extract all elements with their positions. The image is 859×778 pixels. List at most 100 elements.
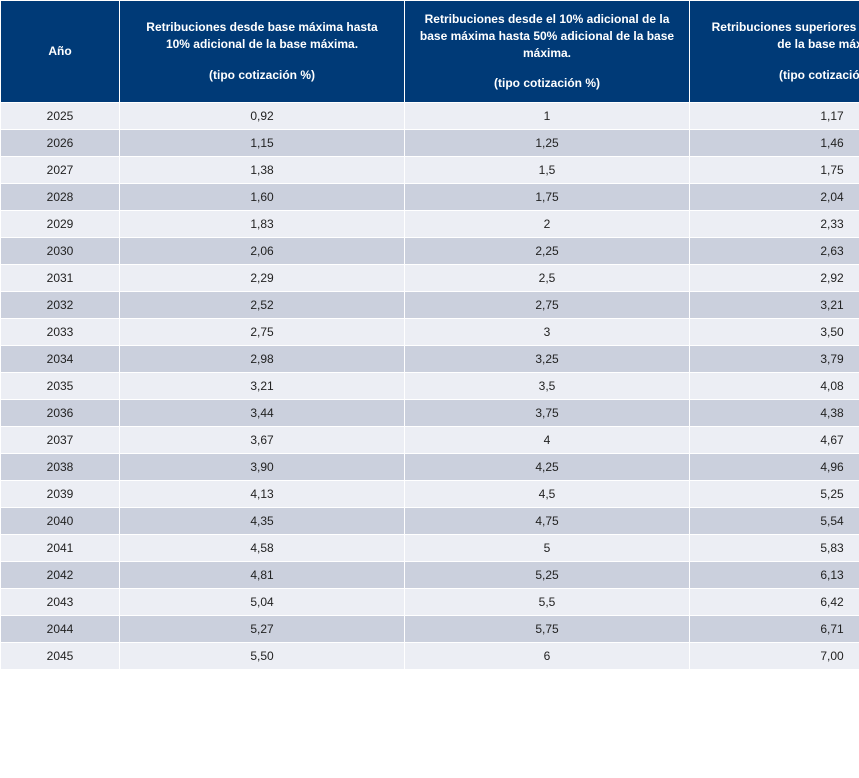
header-col1-title: Retribuciones desde base máxima hasta 10… bbox=[134, 19, 390, 53]
cell-c1: 2,52 bbox=[120, 292, 405, 319]
cell-year: 2040 bbox=[1, 508, 120, 535]
cell-c2: 1,75 bbox=[405, 184, 690, 211]
cell-c3: 4,67 bbox=[690, 427, 859, 454]
cell-c1: 3,44 bbox=[120, 400, 405, 427]
table-row: 20312,292,52,92 bbox=[1, 265, 859, 292]
table-row: 20271,381,51,75 bbox=[1, 157, 859, 184]
table-row: 20404,354,755,54 bbox=[1, 508, 859, 535]
cell-c3: 3,79 bbox=[690, 346, 859, 373]
cell-year: 2028 bbox=[1, 184, 120, 211]
cell-year: 2038 bbox=[1, 454, 120, 481]
cell-c2: 3,75 bbox=[405, 400, 690, 427]
cell-c2: 3,25 bbox=[405, 346, 690, 373]
header-col2-title: Retribuciones desde el 10% adicional de … bbox=[419, 11, 675, 61]
header-year-title: Año bbox=[15, 43, 105, 60]
cell-c2: 4,5 bbox=[405, 481, 690, 508]
cell-year: 2042 bbox=[1, 562, 120, 589]
cell-c1: 3,90 bbox=[120, 454, 405, 481]
cell-c3: 1,75 bbox=[690, 157, 859, 184]
table-row: 20383,904,254,96 bbox=[1, 454, 859, 481]
table-row: 20394,134,55,25 bbox=[1, 481, 859, 508]
table-row: 20445,275,756,71 bbox=[1, 616, 859, 643]
cell-year: 2043 bbox=[1, 589, 120, 616]
cell-c1: 1,83 bbox=[120, 211, 405, 238]
cell-c2: 1,25 bbox=[405, 130, 690, 157]
cell-c2: 5,25 bbox=[405, 562, 690, 589]
table-row: 20435,045,56,42 bbox=[1, 589, 859, 616]
cell-c3: 4,38 bbox=[690, 400, 859, 427]
cell-c3: 6,42 bbox=[690, 589, 859, 616]
cell-year: 2036 bbox=[1, 400, 120, 427]
table-row: 20424,815,256,13 bbox=[1, 562, 859, 589]
header-col3: Retribuciones superiores al 50% adiciona… bbox=[690, 1, 859, 103]
header-col1-subtitle: (tipo cotización %) bbox=[134, 67, 390, 84]
cell-year: 2035 bbox=[1, 373, 120, 400]
table-row: 20322,522,753,21 bbox=[1, 292, 859, 319]
header-col2: Retribuciones desde el 10% adicional de … bbox=[405, 1, 690, 103]
table-row: 20291,8322,33 bbox=[1, 211, 859, 238]
cell-c1: 2,98 bbox=[120, 346, 405, 373]
cell-c2: 2,75 bbox=[405, 292, 690, 319]
table-row: 20342,983,253,79 bbox=[1, 346, 859, 373]
table-row: 20250,9211,17 bbox=[1, 103, 859, 130]
cell-c2: 3,5 bbox=[405, 373, 690, 400]
header-col3-title: Retribuciones superiores al 50% adiciona… bbox=[704, 19, 859, 53]
cell-year: 2034 bbox=[1, 346, 120, 373]
cell-year: 2044 bbox=[1, 616, 120, 643]
table-header: Año Retribuciones desde base máxima hast… bbox=[1, 1, 859, 103]
header-year: Año bbox=[1, 1, 120, 103]
cell-year: 2037 bbox=[1, 427, 120, 454]
cell-c3: 6,71 bbox=[690, 616, 859, 643]
cell-year: 2029 bbox=[1, 211, 120, 238]
cell-c3: 5,54 bbox=[690, 508, 859, 535]
cell-c3: 4,08 bbox=[690, 373, 859, 400]
cell-c1: 0,92 bbox=[120, 103, 405, 130]
cell-c1: 5,04 bbox=[120, 589, 405, 616]
table-row: 20373,6744,67 bbox=[1, 427, 859, 454]
cell-year: 2039 bbox=[1, 481, 120, 508]
header-col1: Retribuciones desde base máxima hasta 10… bbox=[120, 1, 405, 103]
cell-c2: 4 bbox=[405, 427, 690, 454]
cell-c3: 2,04 bbox=[690, 184, 859, 211]
cell-c1: 1,15 bbox=[120, 130, 405, 157]
table-row: 20332,7533,50 bbox=[1, 319, 859, 346]
cell-c1: 2,29 bbox=[120, 265, 405, 292]
header-col2-subtitle: (tipo cotización %) bbox=[419, 75, 675, 92]
table-row: 20414,5855,83 bbox=[1, 535, 859, 562]
cell-year: 2030 bbox=[1, 238, 120, 265]
cell-year: 2027 bbox=[1, 157, 120, 184]
cell-c3: 4,96 bbox=[690, 454, 859, 481]
header-row: Año Retribuciones desde base máxima hast… bbox=[1, 1, 859, 103]
cell-c1: 2,06 bbox=[120, 238, 405, 265]
header-col3-subtitle: (tipo cotización %) bbox=[704, 67, 859, 84]
cell-year: 2033 bbox=[1, 319, 120, 346]
cell-c3: 2,33 bbox=[690, 211, 859, 238]
table-row: 20281,601,752,04 bbox=[1, 184, 859, 211]
cell-c3: 5,83 bbox=[690, 535, 859, 562]
cell-year: 2032 bbox=[1, 292, 120, 319]
cell-c1: 4,13 bbox=[120, 481, 405, 508]
cell-c3: 3,21 bbox=[690, 292, 859, 319]
cell-c1: 5,27 bbox=[120, 616, 405, 643]
cell-c3: 1,46 bbox=[690, 130, 859, 157]
cell-year: 2026 bbox=[1, 130, 120, 157]
table-row: 20261,151,251,46 bbox=[1, 130, 859, 157]
cell-c1: 1,38 bbox=[120, 157, 405, 184]
cell-c1: 3,67 bbox=[120, 427, 405, 454]
cell-c3: 5,25 bbox=[690, 481, 859, 508]
cell-year: 2041 bbox=[1, 535, 120, 562]
cell-c1: 2,75 bbox=[120, 319, 405, 346]
cell-c2: 4,25 bbox=[405, 454, 690, 481]
cell-c1: 1,60 bbox=[120, 184, 405, 211]
table-row: 20353,213,54,08 bbox=[1, 373, 859, 400]
table-row: 20302,062,252,63 bbox=[1, 238, 859, 265]
cell-c1: 4,58 bbox=[120, 535, 405, 562]
cell-c3: 6,13 bbox=[690, 562, 859, 589]
cell-c1: 4,81 bbox=[120, 562, 405, 589]
cell-c3: 2,63 bbox=[690, 238, 859, 265]
cell-c3: 2,92 bbox=[690, 265, 859, 292]
table-body: 20250,9211,1720261,151,251,4620271,381,5… bbox=[1, 103, 859, 670]
rates-table: Año Retribuciones desde base máxima hast… bbox=[0, 0, 859, 670]
cell-c3: 1,17 bbox=[690, 103, 859, 130]
cell-year: 2031 bbox=[1, 265, 120, 292]
